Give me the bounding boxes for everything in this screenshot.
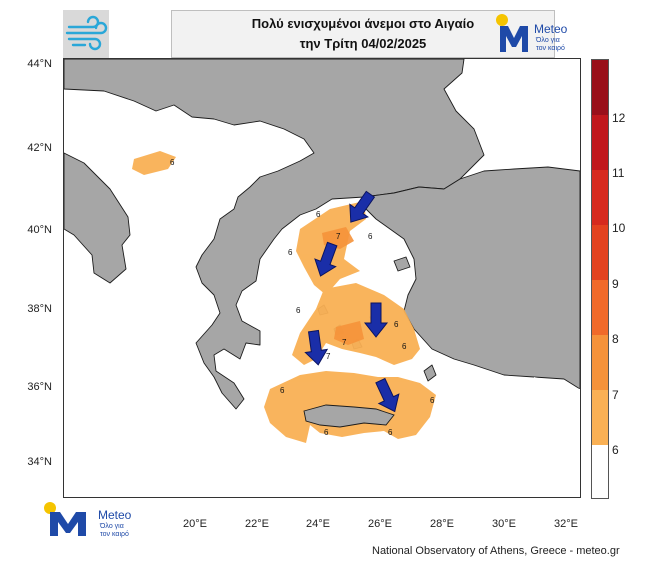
title-box: Πολύ ενισχυμένοι άνεμοι στο Αιγαίο την Τ… (171, 10, 555, 58)
map-svg: 6 6 6 6 6 6 6 6 7 7 7 6 6 6 (64, 59, 580, 497)
contour-label: 6 (280, 386, 285, 395)
lat-label: 34°N (27, 456, 52, 468)
wind-icon (65, 15, 108, 51)
header-bar: Πολύ ενισχυμένοι άνεμοι στο Αιγαίο την Τ… (63, 10, 581, 58)
wind-direction-arrow-icon (314, 241, 338, 277)
colorbar-segment (592, 170, 608, 225)
contour-label: 7 (342, 338, 347, 347)
colorbar-segment (592, 445, 608, 498)
map-panel: 6 6 6 6 6 6 6 6 7 7 7 6 6 6 (63, 58, 581, 498)
wind-icon-box (63, 10, 109, 58)
east-sea (534, 377, 580, 497)
anatolia-land (363, 166, 580, 390)
wind-core-central (334, 321, 364, 345)
wind-direction-arrow-icon (349, 190, 376, 223)
colorbar-segment (592, 390, 608, 445)
lon-label: 28°E (430, 518, 454, 530)
colorbar-segment (592, 280, 608, 335)
crete-overlay (303, 404, 395, 428)
contour-label: 6 (388, 428, 393, 437)
rhodes-land (423, 364, 437, 382)
colorbar-segment (592, 115, 608, 170)
contour-label: 6 (288, 248, 293, 257)
lat-label: 42°N (27, 142, 52, 154)
meteo-logo-tagline-1: Όλο για (536, 37, 560, 44)
title: Πολύ ενισχυμένοι άνεμοι στο Αιγαίο (251, 16, 475, 31)
meteo-logo-icon (44, 502, 86, 536)
colorbar-segment (592, 225, 608, 280)
lat-label: 44°N (27, 58, 52, 70)
contour-label: 6 (170, 158, 175, 167)
footer-credit: National Observatory of Athens, Greece -… (372, 545, 620, 557)
colorbar-label: 11 (612, 166, 625, 180)
meteo-logo-top: Meteo Όλο για τον καιρό (494, 12, 584, 58)
meteo-logo-icon (496, 14, 528, 52)
contour-label: 6 (324, 428, 329, 437)
wind-direction-arrow-icon (375, 377, 400, 413)
colorbar-label: 12 (612, 111, 626, 125)
contour-label: 6 (394, 320, 399, 329)
colorbar-segment (592, 60, 608, 115)
lon-label: 22°E (245, 518, 269, 530)
meteo-logo-bottom: Meteo Όλο για τον καιρό (42, 500, 152, 540)
colorbar-label: 7 (612, 388, 619, 402)
lon-label: 24°E (306, 518, 330, 530)
colorbar-label: 6 (612, 443, 619, 457)
meteo-logo-name: Meteo (534, 22, 568, 36)
meteo-logo-name: Meteo (98, 508, 132, 522)
lesvos-land (393, 256, 411, 272)
colorbar-label: 9 (612, 277, 619, 291)
wind-area-adriatic (132, 151, 176, 175)
lat-label: 36°N (27, 381, 52, 393)
meteo-logo-tagline-1: Όλο για (100, 523, 124, 530)
meteo-logo-tagline-2: τον καιρό (100, 531, 129, 538)
wind-direction-arrow-icon (304, 329, 329, 366)
colorbar-label: 8 (612, 332, 619, 346)
colorbar (591, 59, 609, 499)
contour-label: 7 (336, 232, 341, 241)
contour-label: 7 (326, 352, 331, 361)
contour-label: 6 (316, 210, 321, 219)
contour-label: 6 (368, 232, 373, 241)
lon-label: 26°E (368, 518, 392, 530)
contour-label: 6 (296, 306, 301, 315)
lon-label: 32°E (554, 518, 578, 530)
meteo-logo-tagline-2: τον καιρό (536, 45, 565, 52)
colorbar-segment (592, 335, 608, 390)
contour-label: 6 (402, 342, 407, 351)
contour-label: 6 (430, 396, 435, 405)
colorbar-label: 10 (612, 221, 626, 235)
subtitle-date: την Τρίτη 04/02/2025 (299, 36, 427, 51)
lat-label: 40°N (27, 224, 52, 236)
wind-direction-arrow-icon (363, 302, 389, 338)
italy-land (64, 152, 131, 284)
lat-label: 38°N (27, 303, 52, 315)
lon-label: 20°E (183, 518, 207, 530)
lon-label: 30°E (492, 518, 516, 530)
